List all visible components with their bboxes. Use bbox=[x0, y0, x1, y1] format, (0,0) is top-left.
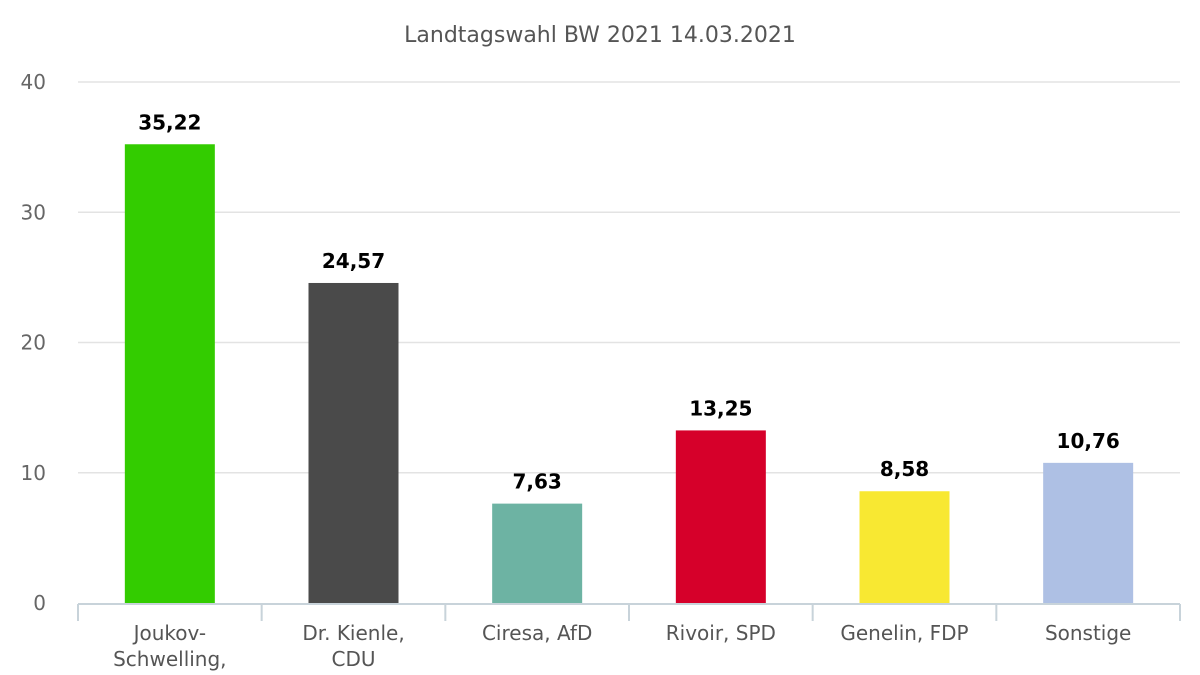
bars bbox=[124, 144, 1134, 603]
x-tick-label: Genelin, FDP bbox=[840, 621, 968, 645]
chart-title: Landtagswahl BW 2021 14.03.2021 bbox=[404, 23, 796, 48]
bar bbox=[124, 144, 215, 603]
x-tick-label-line: Rivoir, SPD bbox=[666, 621, 776, 645]
x-tick-label-line: Joukov- bbox=[132, 621, 206, 645]
y-tick-label: 20 bbox=[21, 331, 46, 355]
y-tick-label: 30 bbox=[21, 200, 46, 224]
data-labels: 35,22 24,57 7,63 13,25 8,58 10,76 bbox=[138, 110, 1120, 493]
bar bbox=[492, 503, 583, 603]
bar bbox=[859, 491, 950, 603]
data-label: 35,22 bbox=[138, 110, 201, 134]
y-tick-label: 10 bbox=[21, 461, 46, 485]
x-tick-label-line: Dr. Kienle, bbox=[302, 621, 404, 645]
x-tick-label-line: Ciresa, AfD bbox=[482, 621, 592, 645]
y-tick-label: 40 bbox=[21, 70, 46, 94]
data-label: 7,63 bbox=[512, 470, 561, 494]
x-tick-label: Rivoir, SPD bbox=[666, 621, 776, 645]
x-tick-label: Dr. Kienle, CDU bbox=[302, 621, 404, 671]
x-tick-label-line: CDU bbox=[331, 647, 375, 671]
x-tick-label-line: Schwelling, bbox=[113, 647, 226, 671]
x-tick-label: Joukov-Schwelling, bbox=[113, 621, 226, 671]
x-axis: Joukov-Schwelling, Dr. Kienle, CDU Ciresa, … bbox=[77, 603, 1181, 671]
data-label: 10,76 bbox=[1057, 429, 1120, 453]
x-tick-label-line: Sonstige bbox=[1045, 621, 1131, 645]
gridlines: 0 10 20 30 40 bbox=[21, 70, 1180, 615]
y-tick-label: 0 bbox=[33, 591, 46, 615]
data-label: 13,25 bbox=[689, 396, 752, 420]
bar bbox=[675, 430, 766, 603]
data-label: 8,58 bbox=[880, 457, 929, 481]
x-tick-label: Ciresa, AfD bbox=[482, 621, 592, 645]
data-label: 24,57 bbox=[322, 249, 385, 273]
x-tick-label: Sonstige bbox=[1045, 621, 1131, 645]
bar bbox=[1043, 462, 1134, 603]
x-tick-label-line: Genelin, FDP bbox=[840, 621, 968, 645]
bar bbox=[308, 282, 399, 603]
